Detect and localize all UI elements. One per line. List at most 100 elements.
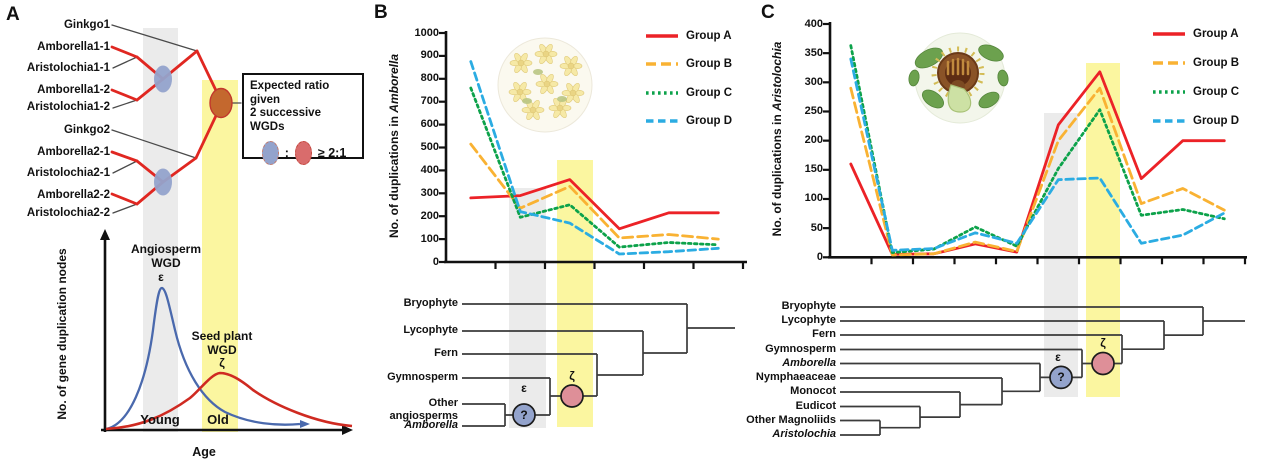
legend-item-group-c: Group C <box>645 83 732 103</box>
tree-branches-b <box>462 303 735 427</box>
legend-item-label: Group B <box>1193 57 1239 69</box>
taxon-label: Other angiosperms <box>389 397 458 422</box>
ratio-value: ≥ 2:1 <box>317 146 347 161</box>
angiosperm-wgd-label: WGD <box>151 256 181 270</box>
y-tick-label: 0 <box>432 255 439 268</box>
seed-plant-wgd-label: Seed plant <box>191 329 253 343</box>
flower-center <box>543 80 551 88</box>
x-ticks-b <box>494 262 745 269</box>
taxon-label: Nymphaeaceae <box>755 371 836 383</box>
zeta-label: ζ <box>219 356 225 370</box>
legend-item-group-c: Group C <box>1152 82 1239 102</box>
legend-item-label: Group D <box>1193 115 1239 127</box>
taxon-label: Amborella <box>782 357 836 369</box>
gray-band-a <box>143 28 178 432</box>
flower-center <box>567 62 575 70</box>
y-tick-label: 200 <box>804 134 823 147</box>
taxon-label: Lycophyte <box>403 324 458 336</box>
panelA-highlight-bands <box>143 28 238 432</box>
expected-ratio-box: Expected ratio given 2 successive WGDs :… <box>242 73 364 166</box>
legend-item-label: Group A <box>1193 28 1239 40</box>
panelC-species-tree <box>840 306 1245 436</box>
ratio-colon: : <box>284 146 289 161</box>
species-label: Amborella1-2 <box>37 84 110 96</box>
species-label: Ginkgo2 <box>63 124 110 136</box>
epsilon-question-node-b <box>512 403 536 427</box>
y-tick-label: 600 <box>420 118 439 131</box>
epsilon-label-b: ε <box>521 381 527 395</box>
panel-c-letter: C <box>761 2 775 23</box>
species-label: Amborella2-2 <box>37 189 110 201</box>
seed-plant-wgd-curve <box>105 371 353 431</box>
question-mark-c: ? <box>1057 370 1065 384</box>
legend-swatch-icon <box>646 62 678 67</box>
flower-pipe <box>947 84 972 113</box>
flower-center <box>556 104 564 112</box>
x-ticks-c <box>870 257 1247 265</box>
age-axis-label: Age <box>192 445 216 459</box>
legend-item-group-a: Group A <box>1152 24 1239 44</box>
zeta-label-c: ζ <box>1100 336 1106 350</box>
taxon-label: Aristolochia <box>772 428 836 440</box>
legend-item-group-b: Group B <box>645 54 732 74</box>
panelB-chart-lines <box>469 60 720 256</box>
taxon-label: Lycophyte <box>781 314 836 326</box>
flower-center <box>542 50 550 58</box>
panel-a-letter: A <box>6 4 20 25</box>
y-tick-label: 250 <box>804 104 823 117</box>
y-tick-label: 200 <box>420 209 439 222</box>
panelA-gene-tree <box>110 24 242 214</box>
legend-swatch-icon <box>646 119 678 123</box>
gray-band-b <box>509 188 546 428</box>
y-tick-label: 100 <box>804 192 823 205</box>
series-line-group-c <box>469 86 720 249</box>
question-mark-b: ? <box>520 408 528 422</box>
y-tick-label: 400 <box>804 17 823 30</box>
series-line-group-d <box>469 60 720 256</box>
taxon-label: Amborella <box>404 419 458 431</box>
series-line-group-a <box>849 70 1226 256</box>
flower-center <box>516 88 524 96</box>
old-label: Old <box>207 412 229 427</box>
legend-item-label: Group D <box>686 115 732 128</box>
legend-item-group-a: Group A <box>645 26 732 46</box>
taxon-label: Gymnosperm <box>387 371 458 383</box>
y-tick-label: 700 <box>420 95 439 108</box>
panelB-species-tree <box>462 303 735 427</box>
y-tick-label: 150 <box>804 163 823 176</box>
y-tick-label: 50 <box>810 221 823 234</box>
taxon-label: Monocot <box>790 385 836 397</box>
zeta-label-b: ζ <box>569 369 575 383</box>
ratio-box-line1: Expected ratio given <box>250 80 330 106</box>
y-tick-label: 300 <box>420 186 439 199</box>
epsilon-question-node-c <box>1049 365 1073 390</box>
ratio-row: : ≥ 2:1 <box>250 141 358 166</box>
legend-swatch-icon <box>1153 32 1185 36</box>
zeta-node-c <box>1091 351 1115 376</box>
y-tick-label: 350 <box>804 46 823 59</box>
taxon-label: Fern <box>434 347 458 359</box>
taxon-label: Fern <box>812 328 836 340</box>
legend-item-label: Group C <box>686 86 732 99</box>
y-tick-label: 1000 <box>414 26 439 39</box>
epsilon-node-ellipse <box>154 168 172 196</box>
flower-fringe <box>931 46 985 100</box>
legend-swatch-icon <box>1153 90 1185 94</box>
panelC-chart-lines <box>849 44 1226 257</box>
leaves <box>908 44 1009 109</box>
legend-swatch-icon <box>1153 119 1185 123</box>
series-line-group-b <box>849 86 1226 257</box>
x-axis-arrow <box>342 425 353 435</box>
angiosperm-wgd-curve <box>105 286 301 431</box>
panel-b-letter: B <box>374 2 388 23</box>
legend-item-label: Group B <box>686 58 732 71</box>
y-tick-label: 800 <box>420 72 439 85</box>
species-label: Amborella2-1 <box>37 146 110 158</box>
epsilon-node-ellipse <box>154 65 172 93</box>
epsilon-label: ε <box>158 270 164 284</box>
ratio-box-line2: 2 successive WGDs <box>250 107 321 133</box>
legend-item-group-b: Group B <box>1152 53 1239 73</box>
flower-greenery <box>557 96 567 102</box>
legend-item-group-d: Group D <box>645 111 732 131</box>
